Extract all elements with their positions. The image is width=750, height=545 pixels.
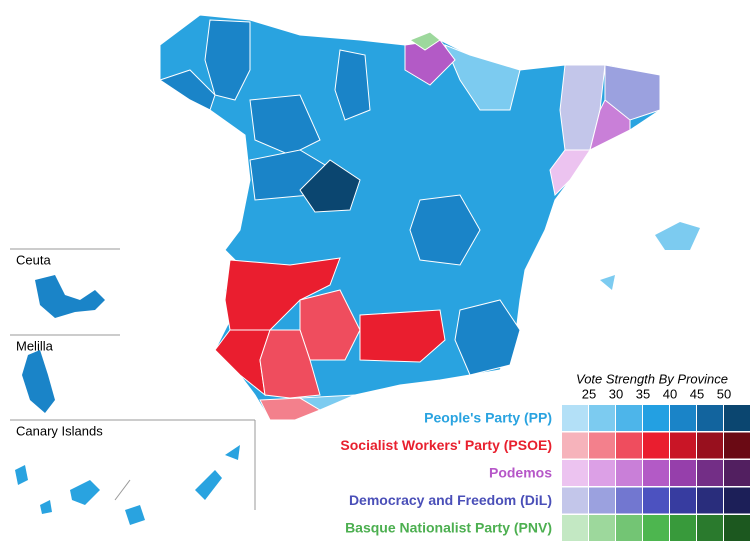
swatch (589, 515, 615, 541)
swatch (643, 460, 669, 486)
province (444, 44, 521, 111)
swatch (697, 487, 723, 514)
swatch (589, 460, 615, 486)
swatch (643, 432, 669, 459)
province (204, 19, 251, 101)
swatch (724, 460, 750, 486)
swatch (670, 460, 696, 486)
province (604, 64, 661, 121)
balearic-islands (600, 275, 615, 290)
legend-tick: 25 (582, 386, 596, 401)
swatch (616, 515, 642, 541)
legend-title: Vote Strength By Province (576, 371, 728, 386)
province (408, 31, 441, 51)
swatch (643, 405, 669, 431)
swatch (643, 515, 669, 541)
swatch (670, 405, 696, 431)
swatch (562, 487, 588, 514)
province (259, 397, 322, 421)
swatch (589, 487, 615, 514)
swatch (697, 460, 723, 486)
legend-tick: 50 (717, 386, 731, 401)
legend-tick: 40 (663, 386, 677, 401)
canary-islands (15, 445, 240, 525)
swatch (616, 405, 642, 431)
legend-tick: 45 (690, 386, 704, 401)
swatch (670, 487, 696, 514)
province (298, 394, 356, 411)
swatch (724, 515, 750, 541)
swatch (589, 405, 615, 431)
swatch (616, 487, 642, 514)
swatch (724, 487, 750, 514)
swatch (562, 460, 588, 486)
province (409, 194, 481, 266)
melilla (22, 350, 55, 413)
swatch (643, 487, 669, 514)
province (158, 69, 216, 111)
province (259, 329, 321, 399)
ceuta (35, 275, 105, 318)
swatch (670, 515, 696, 541)
province (299, 159, 361, 213)
inset-label: Canary Islands (16, 423, 103, 438)
balearic-islands (655, 222, 700, 250)
party-name: Socialist Workers' Party (PSOE) (340, 437, 552, 453)
inset-label: Melilla (16, 338, 54, 353)
swatch (589, 432, 615, 459)
party-name: Democracy and Freedom (DiL) (349, 492, 552, 508)
swatch (562, 432, 588, 459)
province (334, 49, 371, 121)
swatch (697, 405, 723, 431)
party-name: Podemos (489, 464, 552, 480)
swatch (697, 432, 723, 459)
swatch (616, 460, 642, 486)
inset-label: Ceuta (16, 252, 51, 267)
party-name: Basque Nationalist Party (PNV) (345, 519, 552, 535)
inset-border (114, 479, 131, 501)
province (549, 149, 591, 197)
province (359, 309, 446, 363)
swatch (670, 432, 696, 459)
legend-tick: 30 (609, 386, 623, 401)
swatch (562, 515, 588, 541)
swatch (562, 405, 588, 431)
province (454, 299, 521, 376)
province (249, 94, 321, 156)
swatch (724, 432, 750, 459)
swatch (616, 432, 642, 459)
swatch (724, 405, 750, 431)
legend-tick: 35 (636, 386, 650, 401)
party-name: People's Party (PP) (424, 409, 552, 425)
spain-map (158, 14, 661, 421)
swatch (697, 515, 723, 541)
